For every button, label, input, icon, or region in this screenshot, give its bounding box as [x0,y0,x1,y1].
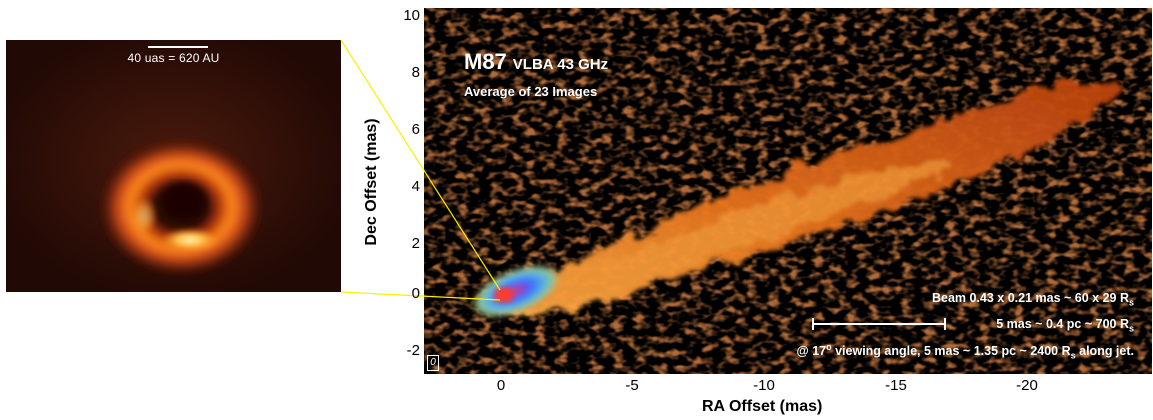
jet-emission [424,8,1152,374]
y-tick: 2 [411,235,420,252]
y-tick: -2 [406,342,420,359]
inset-scale-bar [148,46,208,48]
viewing-angle-note: @ 17o viewing angle, 5 mas ~ 1.35 pc ~ 2… [796,342,1134,361]
inset-scale-label: 40 uas = 620 AU [127,51,220,65]
scale-bar [812,318,946,330]
x-tick: -15 [885,377,907,394]
x-axis-label: RA Offset (mas) [702,398,823,415]
x-tick: -5 [625,377,639,394]
y-tick: 4 [411,178,420,195]
source-name: M87 [464,49,507,74]
black-hole-ring [6,40,341,292]
image-subtitle: Average of 23 Images [464,84,598,99]
x-tick: -20 [1016,377,1038,394]
jet-image: M87 VLBA 43 GHz Average of 23 Images Beam… [424,8,1152,374]
black-hole-image: 40 uas = 620 AU [6,40,341,292]
x-tick: -10 [753,377,775,394]
y-tick: 6 [411,121,420,138]
y-tick: 0 [411,285,420,302]
x-tick: 0 [496,377,506,394]
y-tick: 8 [411,64,420,81]
corner-marker: 0 [427,355,439,371]
y-tick: 10 [403,7,420,24]
beam-note: Beam 0.43 x 0.21 mas ~ 60 x 29 Rs [931,291,1134,308]
instrument-label: VLBA 43 GHz [512,56,609,73]
y-axis-label: Dec Offset (mas) [363,118,380,246]
scale-note: 5 mas ~ 0.4 pc ~ 700 Rs [996,317,1134,334]
image-title: M87 VLBA 43 GHz [464,49,608,75]
